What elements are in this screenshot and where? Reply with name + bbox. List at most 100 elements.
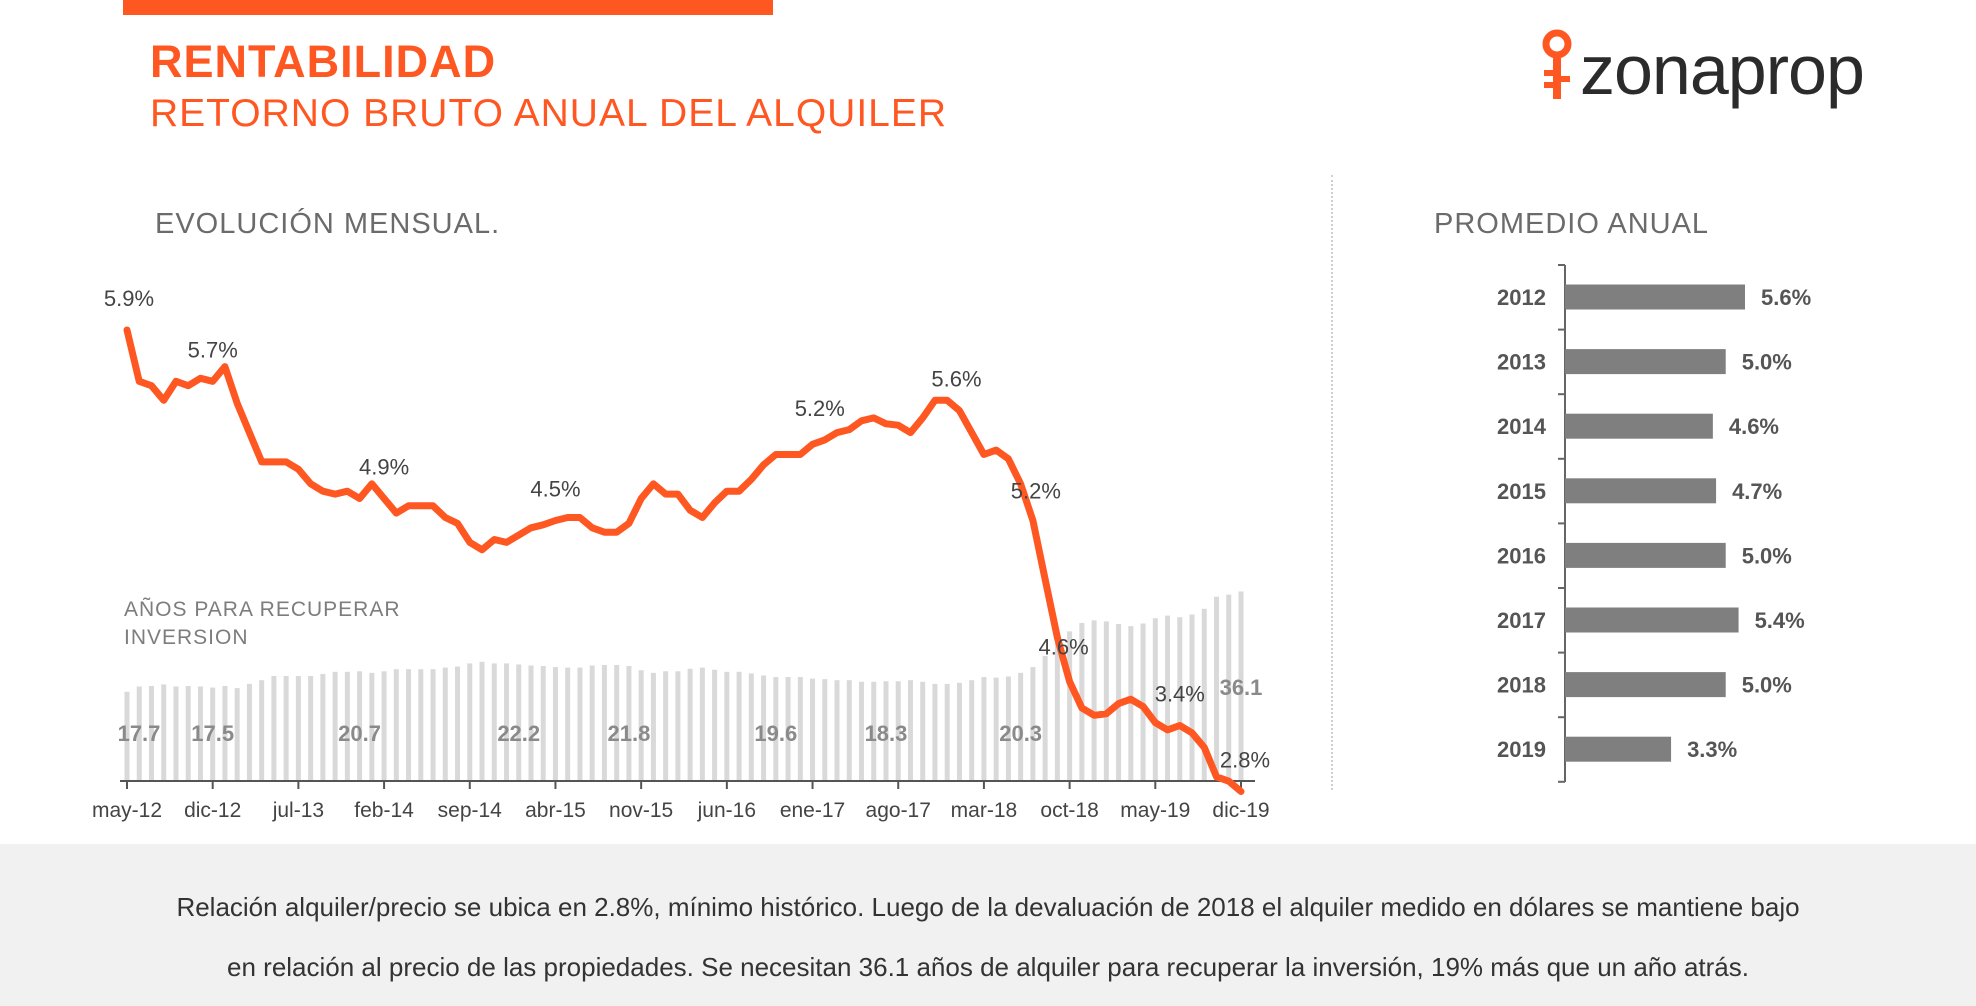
annual-year-label: 2014 — [1497, 414, 1547, 439]
years-bar — [320, 673, 326, 781]
rent-return-line — [123, 326, 1245, 795]
years-bar-label: 19.6 — [754, 721, 797, 746]
years-bar — [148, 685, 154, 781]
years-bar — [810, 678, 816, 781]
years-bar — [393, 669, 399, 781]
years-bar — [650, 672, 656, 781]
x-tick-label: oct-18 — [1040, 799, 1098, 822]
years-bar — [871, 681, 877, 781]
years-bar — [699, 667, 705, 781]
years-bar — [1054, 642, 1060, 781]
years-bar — [295, 676, 301, 781]
years-bar — [932, 683, 938, 781]
x-tick-label: may-19 — [1120, 799, 1190, 822]
years-bar — [969, 680, 975, 781]
years-bar — [1103, 621, 1109, 781]
annual-bar — [1565, 284, 1745, 310]
years-to-recover-title-line2: INVERSION — [124, 626, 249, 649]
years-bar — [161, 684, 167, 781]
top-accent-bar — [123, 0, 773, 15]
annual-value-label: 5.6% — [1761, 285, 1811, 310]
years-bar — [1177, 617, 1183, 781]
years-bar — [638, 670, 644, 781]
x-tick-label: feb-14 — [354, 799, 414, 822]
years-bar — [981, 677, 987, 781]
years-bar — [516, 664, 522, 781]
years-bar-label: 17.5 — [191, 721, 234, 746]
years-bar-label: 17.7 — [118, 721, 161, 746]
logo-wordmark: zonaprop — [1580, 31, 1865, 109]
years-bar — [381, 671, 387, 781]
years-bar — [491, 663, 497, 781]
annual-bar — [1565, 736, 1672, 762]
zonaprop-logo: zonaprop — [1535, 22, 1915, 112]
annual-year-label: 2013 — [1497, 350, 1546, 375]
years-bar — [846, 680, 852, 781]
x-tick-label: jul-13 — [272, 799, 324, 822]
years-bar — [712, 669, 718, 781]
annual-bar — [1565, 672, 1726, 698]
annual-value-label: 5.0% — [1742, 673, 1792, 698]
years-bar-label: 36.1 — [1220, 675, 1263, 700]
years-bar — [369, 672, 375, 781]
x-tick-label: sep-14 — [438, 799, 503, 822]
x-tick-label: nov-15 — [609, 799, 673, 822]
x-tick-label: abr-15 — [525, 799, 586, 822]
page-title: RENTABILIDAD — [150, 36, 497, 87]
x-tick-label: dic-19 — [1212, 799, 1269, 822]
years-bar — [528, 665, 534, 781]
line-data-label: 4.6% — [1039, 635, 1089, 660]
x-tick-label: jun-16 — [697, 799, 756, 822]
annual-year-label: 2017 — [1497, 608, 1546, 633]
footer-note: Relación alquiler/precio se ubica en 2.8… — [0, 844, 1976, 1006]
years-bar — [1042, 656, 1048, 781]
years-bar — [406, 669, 412, 781]
annual-chart-title: PROMEDIO ANUAL — [1434, 208, 1710, 240]
years-bar — [1165, 615, 1171, 781]
years-bar — [724, 671, 730, 781]
annual-year-label: 2018 — [1497, 673, 1546, 698]
years-bar — [626, 666, 632, 781]
years-bar — [944, 683, 950, 781]
years-bar — [687, 668, 693, 781]
annual-bar — [1565, 478, 1717, 504]
years-bar — [1091, 620, 1097, 781]
section-divider — [1331, 175, 1333, 790]
years-bar — [1238, 591, 1244, 781]
years-bar — [1226, 594, 1232, 781]
years-bar-label: 20.7 — [338, 721, 381, 746]
annual-value-label: 5.0% — [1742, 350, 1792, 375]
annual-bar — [1565, 349, 1726, 375]
years-bar — [222, 685, 228, 781]
years-bar — [246, 683, 252, 781]
years-to-recover-title: AÑOS PARA RECUPERAR INVERSION — [124, 596, 464, 652]
years-bar — [1128, 626, 1134, 781]
years-bar — [797, 677, 803, 781]
years-bar — [1189, 614, 1195, 781]
years-bar — [271, 676, 277, 781]
years-bar — [956, 682, 962, 781]
years-bar — [663, 671, 669, 781]
years-bar — [822, 679, 828, 781]
years-bar — [332, 671, 338, 781]
years-bar — [173, 686, 179, 781]
years-bar — [185, 685, 191, 781]
line-data-label: 5.6% — [931, 367, 981, 392]
annual-year-label: 2012 — [1497, 285, 1546, 310]
years-bar — [1152, 618, 1158, 781]
annual-value-label: 4.7% — [1732, 479, 1782, 504]
years-bar — [614, 664, 620, 781]
years-bar — [1201, 608, 1207, 781]
years-bar — [283, 676, 289, 781]
line-data-label: 5.2% — [1011, 478, 1061, 503]
x-tick-label: ago-17 — [866, 799, 931, 822]
years-bar-label: 22.2 — [497, 721, 540, 746]
years-bar — [1067, 631, 1073, 781]
years-bar — [503, 663, 509, 781]
annual-year-label: 2015 — [1497, 479, 1546, 504]
years-bar — [1030, 667, 1036, 781]
years-bar — [540, 666, 546, 781]
years-bar — [210, 687, 216, 781]
years-bar — [785, 677, 791, 781]
years-bar — [1140, 623, 1146, 781]
